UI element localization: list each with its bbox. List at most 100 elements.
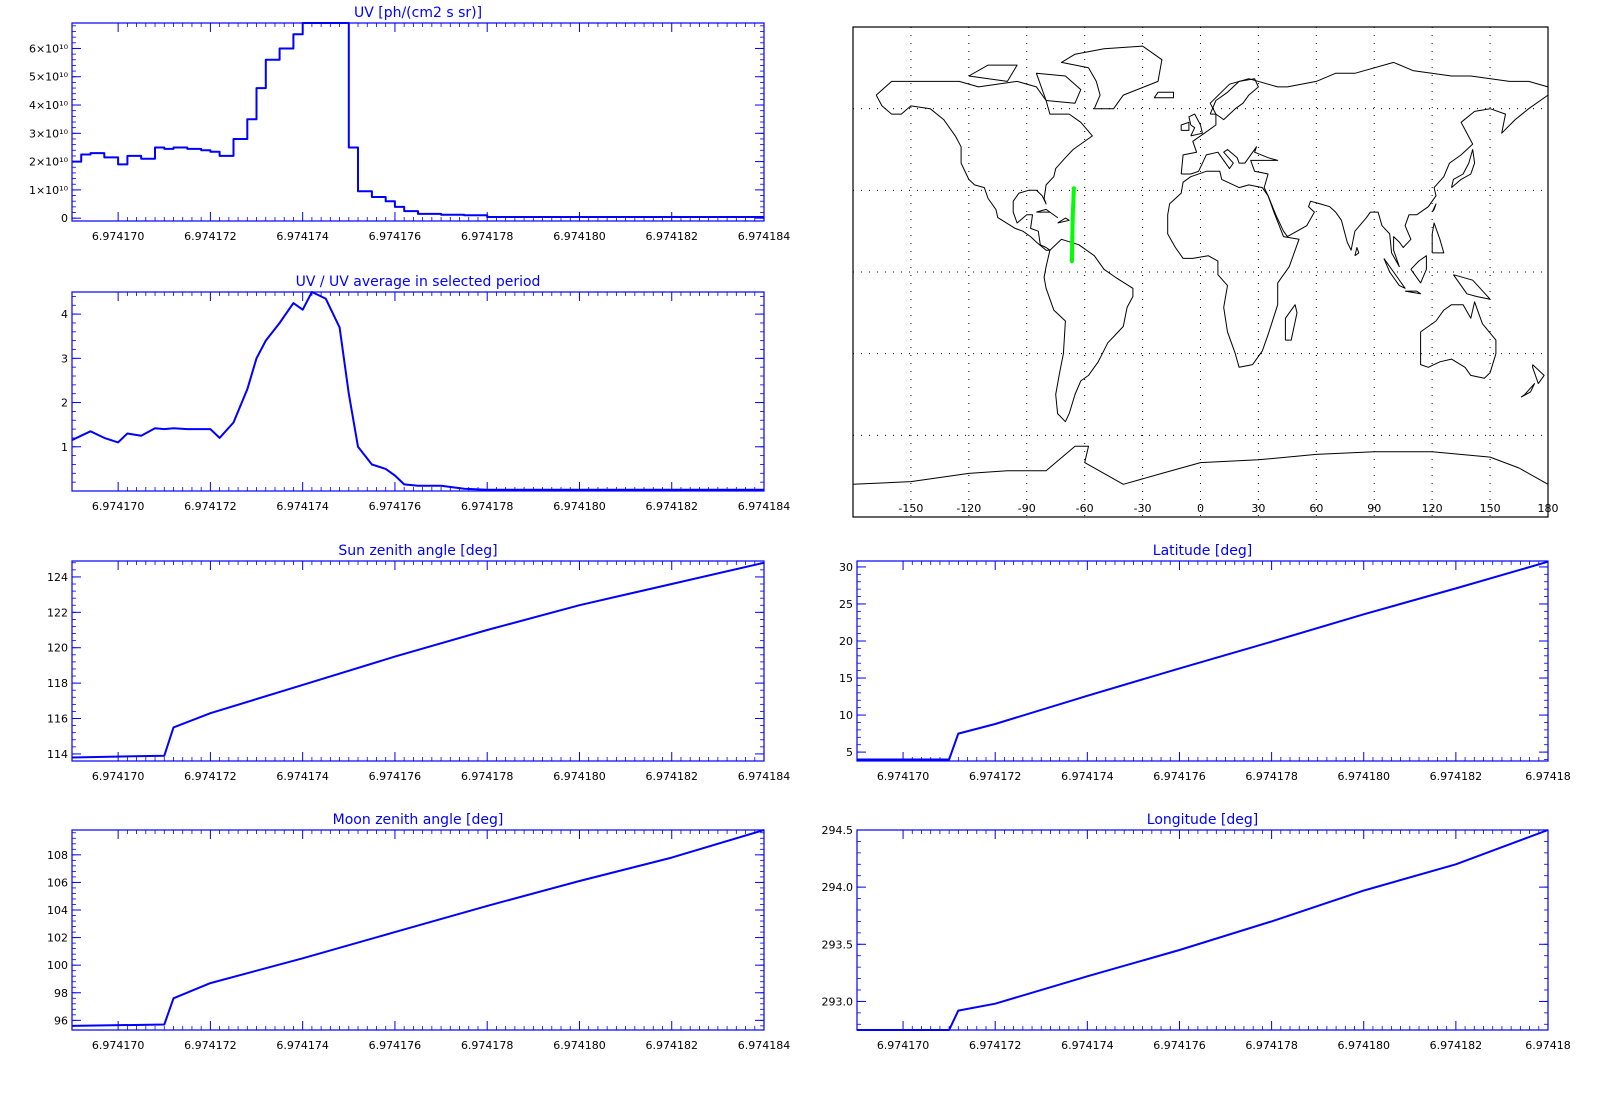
y-tick-label: 10 xyxy=(839,709,853,722)
x-tick-label: 6.974178 xyxy=(1245,770,1298,783)
x-tick-label: 6.974178 xyxy=(461,500,514,513)
uv-ratio-chart: UV / UV average in selected period 6.9741… xyxy=(61,274,790,513)
y-tick-label: 15 xyxy=(839,672,853,685)
coastline xyxy=(1420,301,1497,379)
sun-zenith-chart: Sun zenith angle [deg] 6.974170 6.974172 6.… xyxy=(47,543,790,783)
y-tick-label: 122 xyxy=(47,606,68,619)
coastline xyxy=(1043,238,1134,423)
x-tick-label: 6.974182 xyxy=(645,230,698,243)
y-tick-label: 3 xyxy=(61,352,68,365)
track-point xyxy=(1070,235,1075,240)
series-line-0 xyxy=(857,829,1549,1031)
coastline xyxy=(1180,121,1190,131)
coastline xyxy=(1383,258,1406,289)
x-tick-label: 6.9741​78 xyxy=(461,230,514,243)
y-tick-label: 104 xyxy=(47,904,68,917)
coastline xyxy=(1180,61,1549,268)
x-tick-label: 6.974174 xyxy=(276,230,329,243)
coastline xyxy=(1405,290,1422,295)
coastline xyxy=(1451,149,1476,188)
map-x-tick-label: -60 xyxy=(1076,502,1094,515)
series-line-0 xyxy=(71,291,764,491)
coastline xyxy=(1532,364,1545,385)
track-point xyxy=(1071,186,1076,191)
map-x-tick-label: 60 xyxy=(1309,502,1323,515)
x-tick-label: 6.974180 xyxy=(1337,1039,1390,1052)
coastline xyxy=(1431,222,1445,254)
plot-frame xyxy=(856,560,1549,762)
coastline xyxy=(875,80,1093,251)
y-tick-label: 20 xyxy=(839,635,853,648)
chart-title: Sun zenith angle [deg] xyxy=(338,543,497,559)
coastline xyxy=(1036,208,1059,219)
y-tick-label: 124 xyxy=(47,571,68,584)
map-x-tick-label: 150 xyxy=(1480,502,1501,515)
x-tick-label: 6.974180 xyxy=(553,500,606,513)
x-tick-label: 6.974174 xyxy=(276,770,329,783)
uv-chart: UV [ph/(cm2 s sr)] 6.974170 6.974172 6.9741… xyxy=(29,5,790,243)
x-tick-label: 6.974174 xyxy=(276,500,329,513)
y-tick-label: 6×10¹⁰ xyxy=(29,42,69,55)
y-tick-label: 30 xyxy=(839,561,853,574)
latitude-chart: Latitude [deg] 6.974170 6.974172 6.974174 6.… xyxy=(839,543,1571,783)
coastline xyxy=(1520,383,1535,398)
y-tick-label: 114 xyxy=(47,748,68,761)
map-x-tick-label: -120 xyxy=(956,502,981,515)
map-x-tick-label: 180 xyxy=(1538,502,1559,515)
map-x-tick-label: 30 xyxy=(1251,502,1265,515)
series-line-0 xyxy=(72,22,764,218)
coastline xyxy=(1284,304,1298,341)
x-tick-label: 6.974180 xyxy=(553,770,606,783)
x-tick-label: 6.974180 xyxy=(553,1039,606,1052)
coastline xyxy=(1431,203,1437,213)
map-x-tick-label: 90 xyxy=(1367,502,1381,515)
plot-frame xyxy=(71,829,765,1031)
map-x-tick-label: -90 xyxy=(1018,502,1036,515)
moon-zenith-chart: Moon zenith angle [deg] 6.974170 6.974172 6… xyxy=(47,812,790,1052)
y-tick-label: 293.0 xyxy=(822,995,854,1008)
plot-frame xyxy=(71,291,765,492)
y-tick-label: 1 xyxy=(61,441,68,454)
y-tick-label: 2 xyxy=(61,397,68,410)
chart-title: Longitude [deg] xyxy=(1147,812,1258,828)
y-tick-label: 294.0 xyxy=(822,881,854,894)
x-tick-label: 6.974172 xyxy=(184,1039,237,1052)
x-tick-label: 6.974184 xyxy=(738,1039,791,1052)
y-tick-label: 5×10¹⁰ xyxy=(29,71,69,84)
x-tick-label: 6.974176 xyxy=(1153,1039,1206,1052)
map-x-tick-label: 0 xyxy=(1197,502,1204,515)
y-tick-label: 2×10¹⁰ xyxy=(29,156,69,169)
x-tick-label: 6.974182 xyxy=(1430,770,1483,783)
y-tick-label: 293.5 xyxy=(822,938,854,951)
coastline xyxy=(1452,274,1491,300)
chart-title: UV [ph/(cm2 s sr)] xyxy=(354,5,482,21)
x-tick-label: 6.974184 xyxy=(738,230,791,243)
y-tick-label: 294.5 xyxy=(822,824,854,837)
x-tick-label: 6.974174 xyxy=(276,1039,329,1052)
plot-frame xyxy=(71,560,765,762)
x-tick-label: 6.974176 xyxy=(369,500,422,513)
coastline xyxy=(1167,170,1300,368)
x-tick-label: 6.974178 xyxy=(461,770,514,783)
x-tick-label: 6.974184 xyxy=(738,770,791,783)
longitude-chart: Longitude [deg] 6.974170 6.974172 6.974174 6… xyxy=(822,812,1571,1052)
x-tick-label: 6.974170 xyxy=(877,770,930,783)
plot-frame xyxy=(71,22,765,222)
x-tick-label: 6.974174 xyxy=(1061,770,1114,783)
series-line-0 xyxy=(71,829,765,1027)
y-tick-label: 120 xyxy=(47,642,68,655)
map-x-tick-label: -150 xyxy=(898,502,923,515)
x-tick-label: 6.974178 xyxy=(1245,1039,1298,1052)
x-tick-label: 6.974172 xyxy=(184,230,237,243)
map-x-tick-label: -30 xyxy=(1134,502,1152,515)
x-tick-label: 6.974176 xyxy=(369,1039,422,1052)
coastline xyxy=(1035,72,1082,104)
y-tick-label: 0 xyxy=(61,212,68,225)
x-tick-label: 6.97418 xyxy=(1525,770,1571,783)
y-tick-label: 100 xyxy=(47,959,68,972)
coastline xyxy=(1153,91,1174,99)
y-tick-label: 98 xyxy=(54,987,68,1000)
y-tick-label: 108 xyxy=(47,849,68,862)
coastline xyxy=(1354,247,1360,257)
